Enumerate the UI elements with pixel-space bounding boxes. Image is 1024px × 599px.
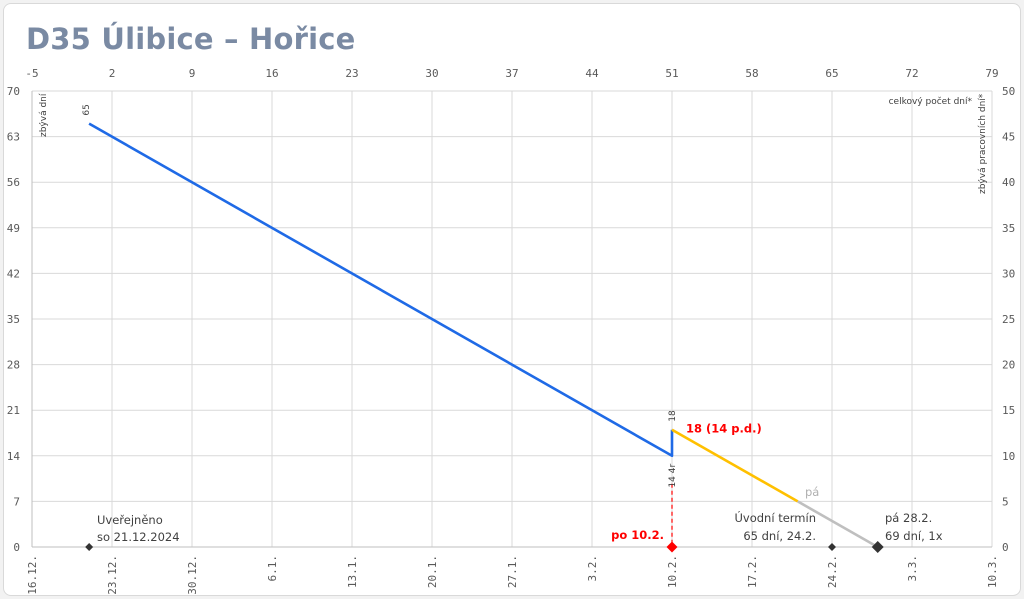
left-tick-label: 14: [7, 450, 21, 463]
left-tick-label: 7: [13, 495, 20, 508]
bottom-tick-label: 3.3.: [906, 555, 919, 582]
left-tick-label: 28: [7, 359, 20, 372]
top-tick-label: -5: [25, 67, 38, 80]
top-tick-label: 72: [905, 67, 918, 80]
marker-label: so 21.12.2024: [97, 530, 180, 544]
left-tick-label: 0: [13, 541, 20, 554]
right-tick-label: 20: [1002, 359, 1015, 372]
bottom-tick-label: 3.2.: [586, 555, 599, 582]
left-axis-title: zbývá dní: [39, 93, 49, 137]
right-tick-label: 40: [1002, 176, 1015, 189]
series-line: [797, 500, 879, 549]
bottom-tick-label: 27.1.: [506, 555, 519, 588]
bottom-tick-label: 24.2.: [826, 555, 839, 588]
mid-label: pá: [805, 485, 819, 499]
right-tick-label: 0: [1002, 541, 1009, 554]
left-tick-label: 21: [7, 404, 20, 417]
marker-label: Uveřejněno: [97, 513, 163, 527]
marker-label: 69 dní, 1x: [885, 529, 943, 543]
right-tick-label: 50: [1002, 85, 1015, 98]
left-tick-label: 42: [7, 267, 20, 280]
left-tick-label: 70: [7, 85, 20, 98]
right-axis-title: zbývá pracovních dní*: [978, 93, 988, 194]
bottom-tick-label: 10.3.: [986, 555, 999, 588]
drop-label: 14 4r: [668, 464, 678, 488]
top-tick-label: 16: [265, 67, 278, 80]
diamond-marker: [828, 543, 836, 551]
top-tick-label: 9: [189, 67, 196, 80]
top-tick-label: 30: [425, 67, 438, 80]
bottom-tick-label: 20.1.: [426, 555, 439, 588]
marker-label: po 10.2.: [611, 528, 664, 542]
right-tick-label: 30: [1002, 267, 1015, 280]
marker-label: Úvodní termín: [735, 510, 817, 525]
left-tick-label: 49: [7, 222, 20, 235]
chart-title: D35 Úlibice – Hořice: [26, 22, 356, 56]
top-tick-label: 51: [665, 67, 678, 80]
right-tick-label: 5: [1002, 495, 1009, 508]
marker-label: pá 28.2.: [885, 511, 932, 525]
right-tick-label: 15: [1002, 404, 1015, 417]
diamond-marker: [666, 541, 678, 553]
right-tick-label: 10: [1002, 450, 1015, 463]
top-tick-label: 23: [345, 67, 358, 80]
jump-label: 18 (14 p.d.): [686, 422, 762, 436]
top-tick-label: 65: [825, 67, 838, 80]
left-tick-label: 63: [7, 131, 20, 144]
left-tick-label: 56: [7, 176, 20, 189]
diamond-marker: [85, 543, 94, 551]
series-line: [88, 122, 674, 458]
top-tick-label: 37: [505, 67, 518, 80]
bottom-tick-label: 17.2.: [746, 555, 759, 588]
series-line: [671, 428, 799, 503]
diamond-marker: [871, 541, 884, 553]
left-tick-label: 35: [7, 313, 20, 326]
bottom-tick-label: 6.1.: [266, 555, 279, 582]
marker-label: 65 dní, 24.2.: [743, 529, 816, 543]
top-axis-title: celkový počet dní*: [889, 96, 973, 107]
bottom-tick-label: 16.12.: [26, 555, 39, 595]
top-tick-label: 44: [585, 67, 599, 80]
jump-value-label: 18: [668, 410, 678, 422]
top-tick-label: 2: [109, 67, 116, 80]
right-tick-label: 25: [1002, 313, 1015, 326]
top-tick-label: 58: [745, 67, 758, 80]
right-tick-label: 35: [1002, 222, 1015, 235]
start-value-label: 65: [82, 104, 92, 115]
bottom-tick-label: 10.2.: [666, 555, 679, 588]
bottom-tick-label: 13.1.: [346, 555, 359, 588]
bottom-tick-label: 23.12.: [106, 555, 119, 595]
top-tick-label: 79: [985, 67, 998, 80]
right-tick-label: 45: [1002, 131, 1015, 144]
bottom-tick-label: 30.12.: [186, 555, 199, 595]
